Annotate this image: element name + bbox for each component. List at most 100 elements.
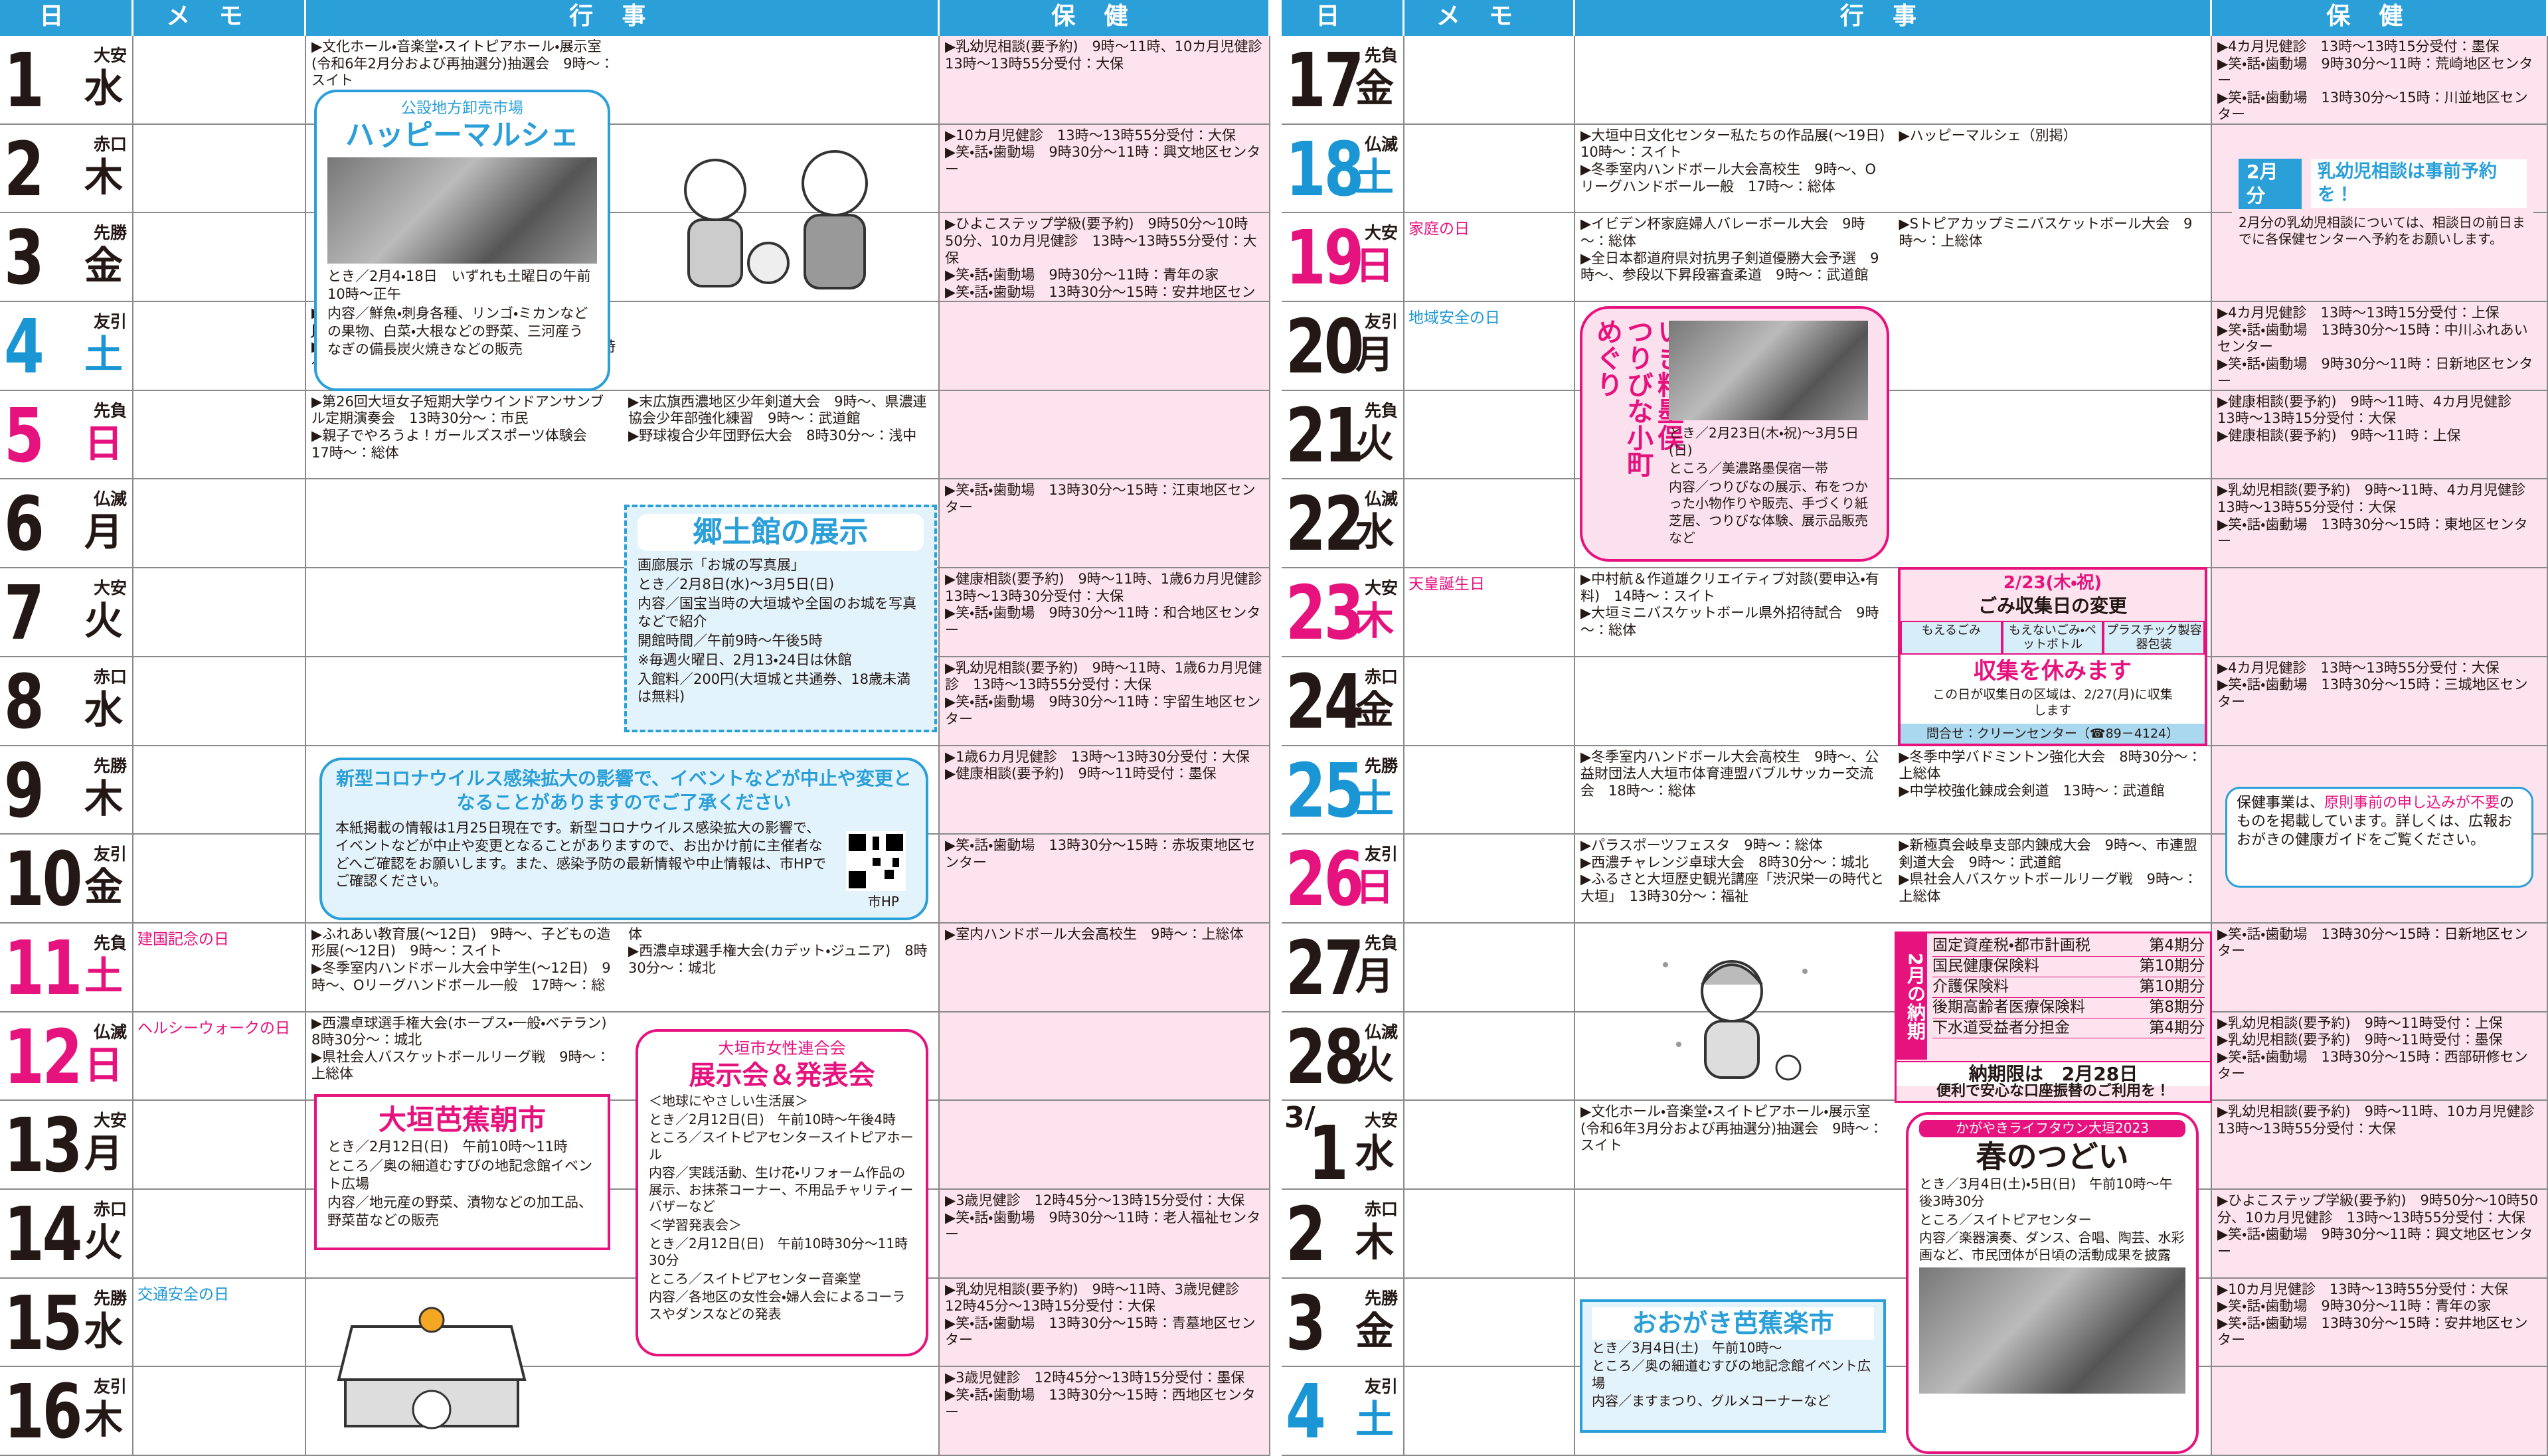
photo: [1669, 321, 1868, 420]
weekday: 木: [1355, 598, 1394, 644]
health-item: ▶3歳児健診 12時45分～13時15分受付：墨保: [945, 1370, 1245, 1386]
kind-cell: もえないごみ・ペットボトル: [2001, 621, 2104, 655]
health-cell: ▶4カ月児健診 13時～13時55分受付：大保 ▶笑・話・歯動場 13時30分～1…: [2212, 657, 2548, 746]
notice-body: とき／2月4・18日 いずれも土曜日の午前10時～正午 内容／鮮魚・刺身各種、リン…: [327, 268, 597, 358]
event-item: ▶ふれあい教育展(～12日) 9時～、子どもの造形展(～12日) 9時～：スイト: [311, 926, 611, 959]
rokuyo: 仏滅: [93, 489, 127, 509]
rokuyo: 先勝: [93, 223, 127, 243]
date-cell: 22 仏滅水: [1282, 479, 1404, 569]
memo-cell: [133, 835, 306, 924]
health-item: ▶笑・話・歯動場 13時30分～15時：安井地区センター: [2217, 1315, 2528, 1348]
events-cell: ▶ふれあい教育展(～12日) 9時～、子どもの造形展(～12日) 9時～：スイト…: [306, 923, 940, 1012]
event-item: ▶大垣中日文化センター私たちの作品展(～19日) 10時～：スイト: [1580, 127, 1899, 161]
noki-name: 後期高齢者医療保険料: [1932, 998, 2085, 1016]
memo-cell: [1404, 36, 1575, 125]
date-number: 8: [4, 659, 44, 746]
notice-line: 内容／ますまつり、グルメコーナーなど: [1592, 1393, 1831, 1410]
photo: [1919, 1267, 2185, 1394]
notice-line: ところ／奥の細道むすびの地記念館イベント広場: [327, 1157, 592, 1192]
date-number: 6: [4, 481, 44, 568]
date-number: 3: [4, 215, 44, 302]
date-cell: 18 仏滅土: [1282, 124, 1404, 214]
date-number: 23: [1286, 570, 1364, 657]
health-item: ▶笑・話・歯動場 13時30分～15時：西地区センター: [945, 1386, 1256, 1420]
rokuyo: 友引: [93, 312, 127, 332]
notice-line: ところ／奥の細道むすびの地記念館イベント広場: [1592, 1358, 1871, 1391]
weekday: 日: [1355, 864, 1394, 910]
date-number: 14: [4, 1191, 82, 1278]
event-item: ▶新極真会岐阜支部内錬成大会 9時～、市連盟剣道大会 9時～：武道館: [1899, 837, 2198, 870]
date-number: 16: [4, 1369, 82, 1456]
health-cell: ▶笑・話・歯動場 13時30分～15時：赤坂東地区センター: [940, 835, 1270, 924]
event-item: ▶文化ホール・音楽堂・スイトピアホール・展示室(令和6年2月分および再抽選分)抽…: [311, 39, 614, 89]
memo-cell: [133, 36, 306, 125]
rokuyo: 友引: [93, 1377, 127, 1397]
date-number: 17: [1286, 38, 1364, 124]
noki-row: 国民健康保険料 第10期分: [1932, 957, 2205, 977]
weekday: 木: [84, 1397, 123, 1443]
memo-cell: [133, 746, 306, 835]
date-cell: 2 赤口木: [0, 124, 133, 214]
events-cell: ▶パラスポーツフェスタ 9時～：総体 ▶西濃チャレンジ卓球大会 8時30分～：城北…: [1575, 835, 2212, 924]
events-cell: [306, 835, 940, 924]
notice-hoken: 保健事業は、原則事前の申し込みが不要のものを掲載しています。詳しくは、広報おおが…: [2225, 787, 2533, 888]
memo-cell: [1404, 1189, 1575, 1279]
date-cell: 10 友引金: [0, 835, 133, 924]
health-cell: ▶乳幼児相談(要予約) 9時～11時、4カ月児健診 13時～13時55分受付：大…: [2212, 479, 2548, 569]
health-item: ▶笑・話・歯動場 13時30分～15時：安井地区センター: [945, 283, 1256, 300]
noki-term: 第10期分: [2139, 977, 2205, 995]
notice-note: この日が収集日の区域は、2/27(月)に収集します: [1932, 687, 2173, 718]
health-item: ▶3歳児健診 12時45分～13時15分受付：大保: [945, 1192, 1245, 1208]
header-cell: 保健: [940, 0, 1270, 36]
rokuyo: 大安: [93, 1111, 127, 1131]
rokuyo: 友引: [1364, 845, 1398, 864]
header-cell: メモ: [1404, 0, 1575, 36]
notice-title-part: つりびな小町めぐり: [1592, 318, 1653, 477]
date-cell: 11 先負土: [0, 923, 133, 1012]
health-item: ▶笑・話・歯動場 13時30分～15時：川並地区センター: [2217, 89, 2528, 123]
kind-cell: プラスチック製容器包装: [2103, 621, 2205, 655]
memo-cell: [1404, 1012, 1575, 1101]
rokuyo: 先負: [93, 400, 127, 420]
weekday: 火: [84, 1219, 123, 1265]
memo-cell: 地域安全の日: [1404, 302, 1575, 391]
health-cell: ▶乳幼児相談(要予約) 9時～11時、1歳6カ月児健診 13時～13時55分受付…: [940, 657, 1270, 746]
event-item: ▶冬季室内ハンドボール大会高校生 9時～、Oリーグハンドボール一般 17時～：総…: [1580, 161, 1877, 195]
health-item: ▶笑・話・歯動場 13時30分～15時：西部研修センター: [2217, 1048, 2528, 1082]
notice-line: 内容／実践活動、生け花・リフォーム作品の展示、お抹茶コーナー、不用品チャリティー…: [649, 1165, 914, 1215]
rokuyo: 赤口: [1364, 1199, 1398, 1219]
health-cell: ▶3歳児健診 12時45分～13時15分受付：大保 ▶笑・話・歯動場 9時30分～…: [940, 1189, 1270, 1279]
health-cell: ▶健康相談(要予約) 9時～11時、4カ月児健診 13時～13時15分受付：大保…: [2212, 390, 2548, 480]
qr-code: [846, 831, 906, 891]
date-number: 25: [1286, 748, 1364, 835]
notice-line: 開館時間／午前9時～午後5時: [637, 632, 823, 649]
date-cell: 12 仏滅日: [0, 1012, 133, 1101]
date-cell: 4 友引土: [0, 302, 133, 391]
memo-cell: [1404, 479, 1575, 569]
notice-line: ※毎週火曜日、2月13・24日は休館: [637, 651, 852, 668]
notice-title: 春のつどい: [1976, 1138, 2129, 1174]
health-item: ▶1歳6カ月児健診 13時～13時30分受付：大保: [945, 748, 1250, 765]
weekday: 火: [84, 598, 123, 644]
weekday: 水: [1355, 509, 1394, 555]
health-item: ▶4カ月児健診 13時～13時15分受付：上保: [2217, 305, 2500, 321]
weekday: 水: [84, 687, 123, 732]
weekday: 金: [1355, 1308, 1394, 1354]
notice-line: 入館料／200円(大垣城と共通券、18歳未満は無料): [637, 671, 910, 705]
date-number: 5: [4, 392, 44, 479]
health-cell: ▶10カ月児健診 13時～13時55分受付：大保 ▶笑・話・歯動場 9時30分～1…: [2212, 1278, 2548, 1368]
rokuyo: 先勝: [1364, 756, 1398, 775]
weekday: 月: [84, 509, 123, 555]
weekday: 水: [1355, 1131, 1394, 1176]
event-item: ▶末広旗西濃地区少年剣道大会 9時～、県濃連協会少年部強化練習 9時～：武道館: [628, 393, 927, 427]
health-item: ▶ひよこステップ学級(要予約) 9時50分～10時50分、10カ月児健診 13時…: [2217, 1192, 2539, 1226]
notice-body: とき／2月23日(木・祝)～3月5日(日) ところ／美濃路墨俣宿一帯 内容／つりびな…: [1669, 425, 1875, 548]
notice-josei: 大垣市女性連合会 展示会＆発表会 ＜地球にやさしい生活展＞ とき／2月12日(日)…: [636, 1029, 928, 1356]
notice-body: とき／3月4日(土)・5日(日) 午前10時～午後3時30分 ところ／スイトピアセ…: [1919, 1176, 2185, 1263]
noki-name: 下水道受益者分担金: [1932, 1018, 2070, 1036]
memo-text: 地域安全の日: [1408, 309, 1500, 327]
notice-line: とき／2月8日(水)～3月5日(日): [637, 576, 835, 593]
health-cell: ▶ひよこステップ学級(要予約) 9時50分～10時50分、10カ月児健診 13時…: [940, 213, 1270, 303]
weekday: 水: [84, 1308, 123, 1354]
header-cell: メモ: [133, 0, 306, 36]
